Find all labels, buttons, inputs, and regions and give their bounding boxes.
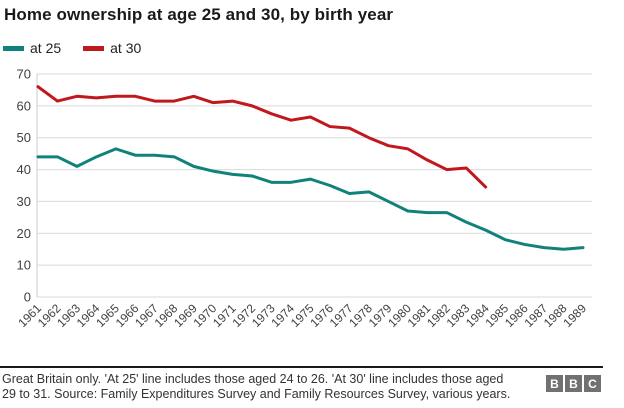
y-tick-label-40: 40	[17, 162, 31, 177]
legend-label-at-25: at 25	[30, 40, 62, 56]
source-note-line-2: 29 to 31. Source: Family Expenditures Su…	[2, 387, 511, 401]
y-tick-label-50: 50	[17, 130, 31, 145]
bbc-logo-letter-c: C	[584, 375, 601, 392]
y-tick-label-0: 0	[24, 290, 31, 305]
bbc-logo: B B C	[546, 375, 603, 392]
legend-item-at-30: at 30	[83, 40, 141, 56]
y-tick-label-20: 20	[17, 226, 31, 241]
footer-divider	[0, 366, 603, 368]
legend-label-at-30: at 30	[110, 40, 142, 56]
y-tick-label-70: 70	[17, 67, 31, 82]
bbc-logo-letter-b2: B	[565, 375, 582, 392]
source-note-line-1: Great Britain only. 'At 25' line include…	[2, 372, 504, 386]
y-tick-label-10: 10	[17, 258, 31, 273]
y-tick-label-60: 60	[17, 98, 31, 113]
y-tick-label-30: 30	[17, 194, 31, 209]
legend: at 25 at 30	[3, 40, 163, 56]
series-line-at-25	[36, 147, 585, 251]
at-25-line-swatch	[3, 45, 24, 51]
bbc-logo-letter-b1: B	[546, 375, 563, 392]
line-chart: 0102030405060701961196219631964196519661…	[15, 67, 592, 330]
source-note: Great Britain only. 'At 25' line include…	[2, 372, 547, 402]
page-title: Home ownership at age 25 and 30, by birt…	[4, 5, 394, 24]
series-line-at-30	[36, 85, 488, 189]
at-30-line-swatch	[83, 45, 105, 51]
legend-item-at-25: at 25	[3, 40, 61, 56]
x-tick-label-1989: 1989	[560, 301, 589, 330]
